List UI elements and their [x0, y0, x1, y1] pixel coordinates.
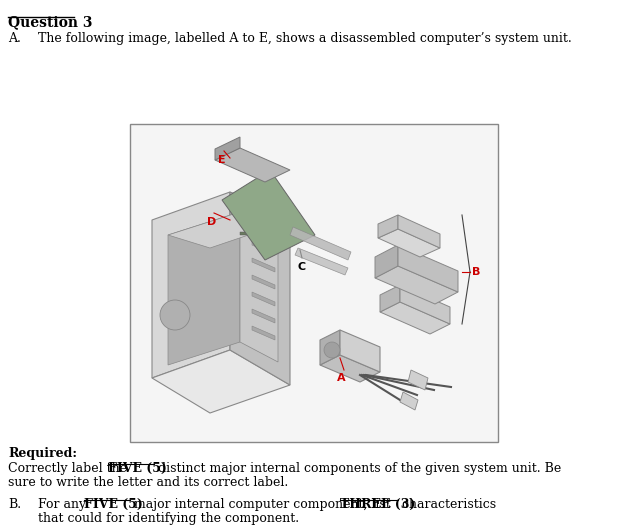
Polygon shape: [398, 215, 440, 248]
Text: C: C: [298, 262, 306, 272]
Polygon shape: [295, 248, 348, 275]
Circle shape: [324, 342, 340, 358]
Text: FIVE (5): FIVE (5): [84, 498, 143, 511]
Polygon shape: [230, 192, 290, 385]
Polygon shape: [168, 212, 278, 248]
Polygon shape: [320, 330, 340, 365]
Bar: [253, 206, 261, 209]
Text: A.: A.: [8, 32, 21, 45]
Bar: [235, 214, 243, 217]
Text: B: B: [472, 267, 481, 277]
Text: B.: B.: [8, 498, 21, 511]
Text: D: D: [207, 217, 216, 227]
Text: E: E: [218, 155, 225, 165]
Bar: [230, 196, 238, 199]
Polygon shape: [252, 292, 275, 306]
Bar: [248, 188, 256, 191]
Bar: [130, 124, 498, 442]
Bar: [266, 180, 274, 183]
Bar: [258, 224, 266, 227]
Text: major internal computer component, list: major internal computer component, list: [130, 498, 395, 511]
Bar: [276, 216, 284, 219]
Polygon shape: [252, 275, 275, 289]
Polygon shape: [398, 245, 458, 292]
Bar: [240, 232, 248, 235]
Polygon shape: [400, 392, 418, 410]
Text: Correctly label the: Correctly label the: [8, 462, 131, 475]
Text: Required:: Required:: [8, 447, 77, 460]
Polygon shape: [240, 212, 278, 362]
Polygon shape: [222, 170, 315, 260]
Polygon shape: [252, 309, 275, 323]
Polygon shape: [252, 241, 275, 255]
Text: that could for identifying the component.: that could for identifying the component…: [38, 512, 299, 525]
Polygon shape: [378, 229, 440, 257]
Text: Question 3: Question 3: [8, 15, 93, 29]
Polygon shape: [252, 258, 275, 272]
Text: FIVE (5): FIVE (5): [108, 462, 167, 475]
Text: THREE (3): THREE (3): [340, 498, 415, 511]
Polygon shape: [375, 245, 398, 278]
Polygon shape: [340, 330, 380, 372]
Text: A: A: [337, 373, 346, 383]
Text: The following image, labelled A to E, shows a disassembled computer’s system uni: The following image, labelled A to E, sh…: [38, 32, 572, 45]
Text: distinct major internal components of the given system unit. Be: distinct major internal components of th…: [154, 462, 561, 475]
Polygon shape: [400, 285, 450, 324]
Circle shape: [160, 300, 190, 330]
Polygon shape: [380, 302, 450, 334]
Polygon shape: [152, 350, 290, 413]
Polygon shape: [380, 285, 400, 312]
Text: sure to write the letter and its correct label.: sure to write the letter and its correct…: [8, 476, 288, 489]
Polygon shape: [168, 212, 240, 365]
Polygon shape: [375, 266, 458, 304]
Polygon shape: [152, 192, 230, 378]
Text: For any: For any: [38, 498, 90, 511]
Text: characteristics: characteristics: [398, 498, 496, 511]
Bar: [271, 198, 279, 201]
Polygon shape: [215, 137, 240, 160]
Polygon shape: [252, 326, 275, 340]
Polygon shape: [320, 355, 380, 382]
Polygon shape: [408, 370, 428, 390]
Polygon shape: [215, 148, 290, 182]
Polygon shape: [290, 227, 351, 260]
Polygon shape: [378, 215, 398, 238]
